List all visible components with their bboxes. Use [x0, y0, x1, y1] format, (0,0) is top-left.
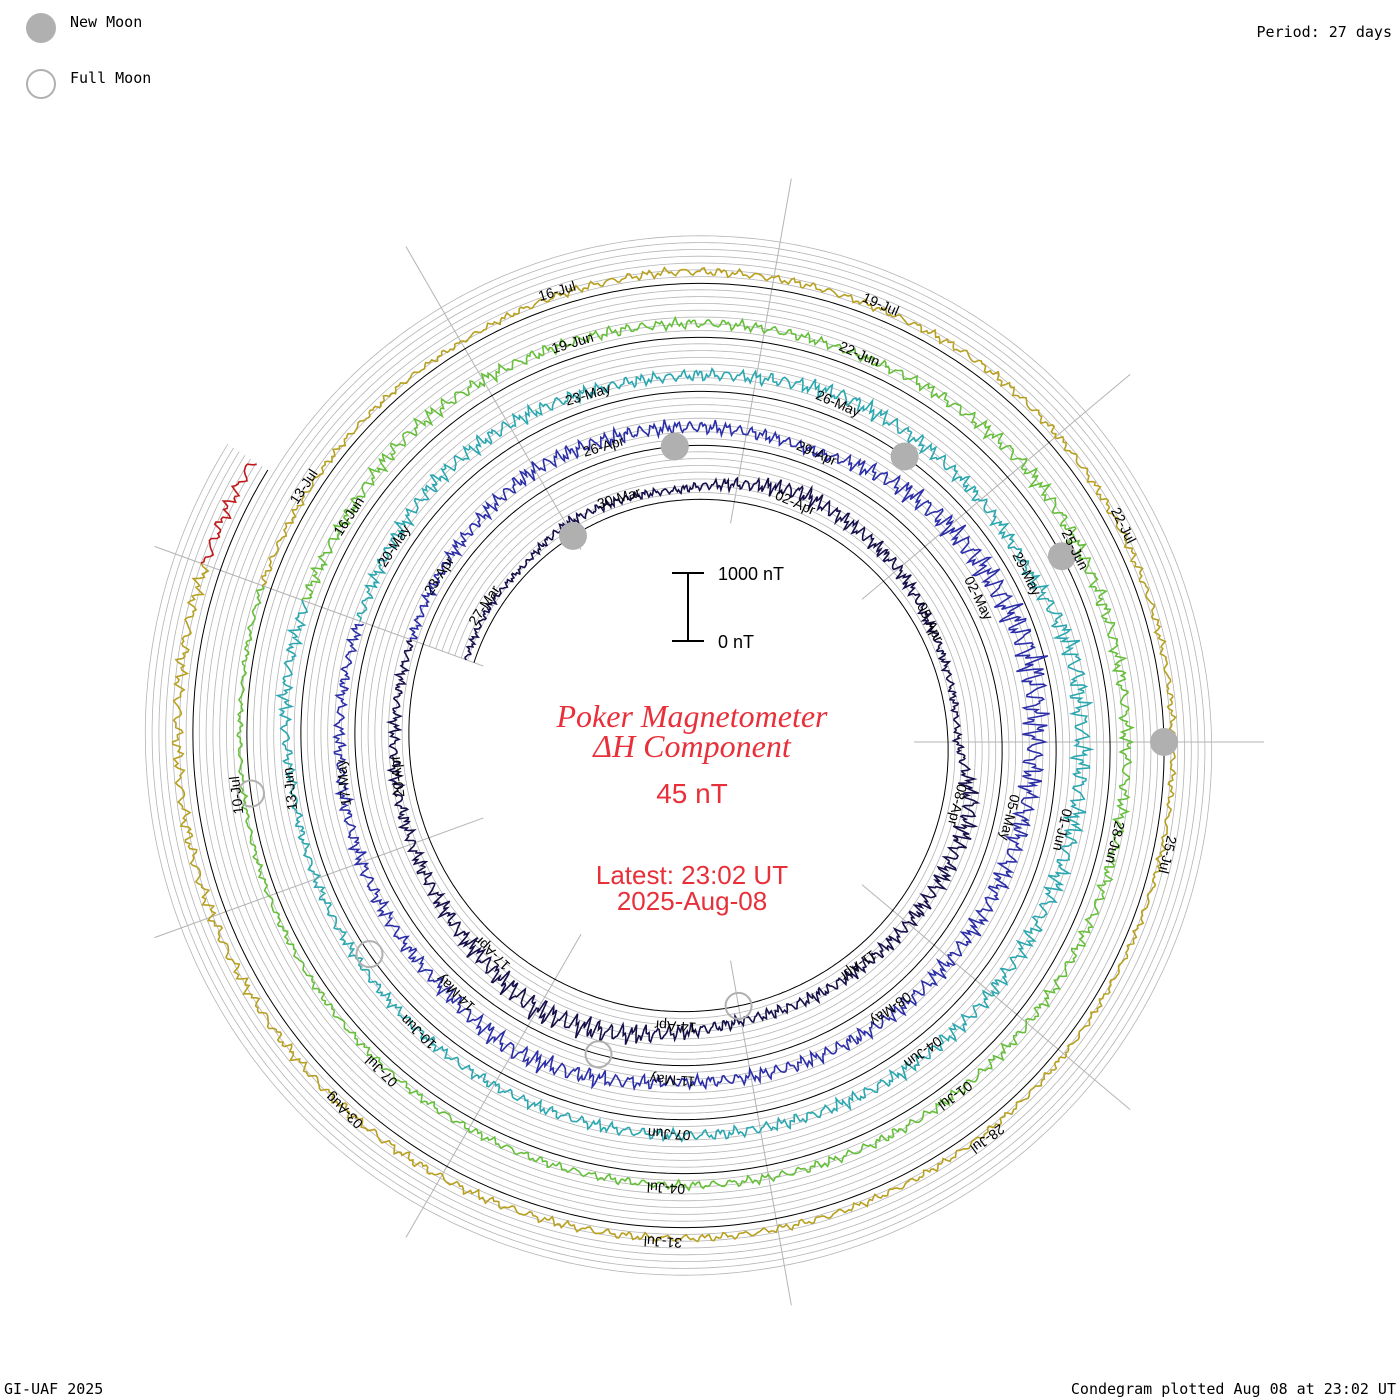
full-moon-marker-1 — [724, 991, 753, 1020]
current-value: 45 nT — [656, 778, 728, 809]
grid-lines — [144, 235, 1213, 1276]
period-label: Period: 27 days — [1256, 23, 1392, 41]
spoke-3 — [861, 373, 1131, 600]
moon-markers — [237, 432, 1178, 1069]
day-label-10-Jul: 10-Jul — [226, 775, 246, 815]
grid-spiral-2 — [178, 269, 1179, 1242]
grid-spiral-4 — [165, 255, 1192, 1256]
rotation-boundaries — [192, 282, 1165, 1229]
grid-spiral-6 — [151, 242, 1206, 1269]
day-label-30-Mar: 30-Mar — [595, 484, 642, 512]
series-rotation-6 — [200, 463, 257, 564]
day-label-07-Jun: 07-Jun — [647, 1125, 691, 1143]
day-label-19-Jun: 19-Jun — [550, 329, 596, 357]
day-label-13-Jul: 13-Jul — [286, 466, 320, 507]
full-moon-legend-label: Full Moon — [70, 69, 152, 87]
new-moon-marker-3 — [890, 442, 919, 471]
day-label-22-Jun: 22-Jun — [837, 338, 883, 370]
day-label-14-Apr: 14-Apr — [654, 1017, 697, 1035]
full-moon-marker-2 — [584, 1040, 613, 1069]
credit-label: GI-UAF 2025 — [4, 1380, 104, 1398]
day-label-11-May: 11-May — [649, 1071, 696, 1090]
latest-date: 2025-Aug-08 — [617, 886, 767, 916]
new-moon-marker-5 — [1150, 728, 1178, 756]
day-label-04-Jul: 04-Jul — [647, 1179, 686, 1197]
scale-bottom-label: 0 nT — [718, 632, 754, 652]
day-label-10-Jun: 10-Jun — [397, 1012, 439, 1053]
series-rotation-4 — [236, 315, 1135, 1192]
center-title: Poker Magnetometer ΔH Component 45 nT La… — [555, 698, 828, 916]
series-rotation-1 — [385, 476, 981, 1045]
new-moon-legend-icon — [26, 13, 56, 43]
day-label-05-Apr: 05-Apr — [914, 600, 947, 645]
grid-spiral-5 — [158, 249, 1199, 1262]
spokes — [154, 178, 1264, 1306]
series-rotation-3 — [275, 367, 1095, 1143]
series-rotation-5 — [171, 266, 1177, 1244]
day-label-11-Apr: 11-Apr — [837, 947, 880, 985]
full-moon-legend-icon — [26, 69, 56, 99]
day-label-04-Jun: 04-Jun — [901, 1033, 945, 1071]
day-label-22-Jul: 22-Jul — [1108, 505, 1139, 546]
scale-bar: 1000 nT 0 nT — [672, 564, 784, 652]
day-label-13-Jun: 13-Jun — [279, 767, 300, 811]
spoke-0 — [154, 545, 484, 667]
full-moon-marker-4 — [237, 779, 266, 808]
new-moon-marker-1 — [559, 521, 587, 550]
day-label-31-Jul: 31-Jul — [643, 1233, 682, 1251]
day-label-20-Apr: 20-Apr — [387, 754, 408, 798]
spoke-1 — [405, 246, 582, 550]
chart-title: Poker Magnetometer — [555, 698, 828, 734]
day-label-17-May: 17-May — [333, 759, 354, 807]
spoke-2 — [730, 178, 792, 524]
baseline-spiral — [192, 282, 1165, 1229]
chart-subtitle: ΔH Component — [591, 728, 792, 764]
new-moon-legend-label: New Moon — [70, 13, 143, 31]
new-moon-marker-4 — [1047, 542, 1076, 571]
full-moon-marker-3 — [355, 940, 384, 969]
day-label-29-Apr: 29-Apr — [794, 437, 839, 468]
series-rotation-2 — [332, 419, 1050, 1091]
latest-time: Latest: 23:02 UT — [596, 860, 788, 890]
day-label-26-May: 26-May — [814, 387, 863, 420]
spoke-7 — [405, 934, 582, 1238]
grid-spiral-7 — [144, 235, 1213, 1276]
plotted-label: Condegram plotted Aug 08 at 23:02 UT — [1070, 1380, 1396, 1398]
scale-top-label: 1000 nT — [718, 564, 784, 584]
series-lines — [171, 266, 1177, 1244]
day-label-16-Jul: 16-Jul — [536, 278, 577, 304]
new-moon-marker-2 — [660, 432, 689, 461]
grid-spiral-1 — [185, 276, 1172, 1235]
grid-spiral-3 — [172, 262, 1185, 1249]
